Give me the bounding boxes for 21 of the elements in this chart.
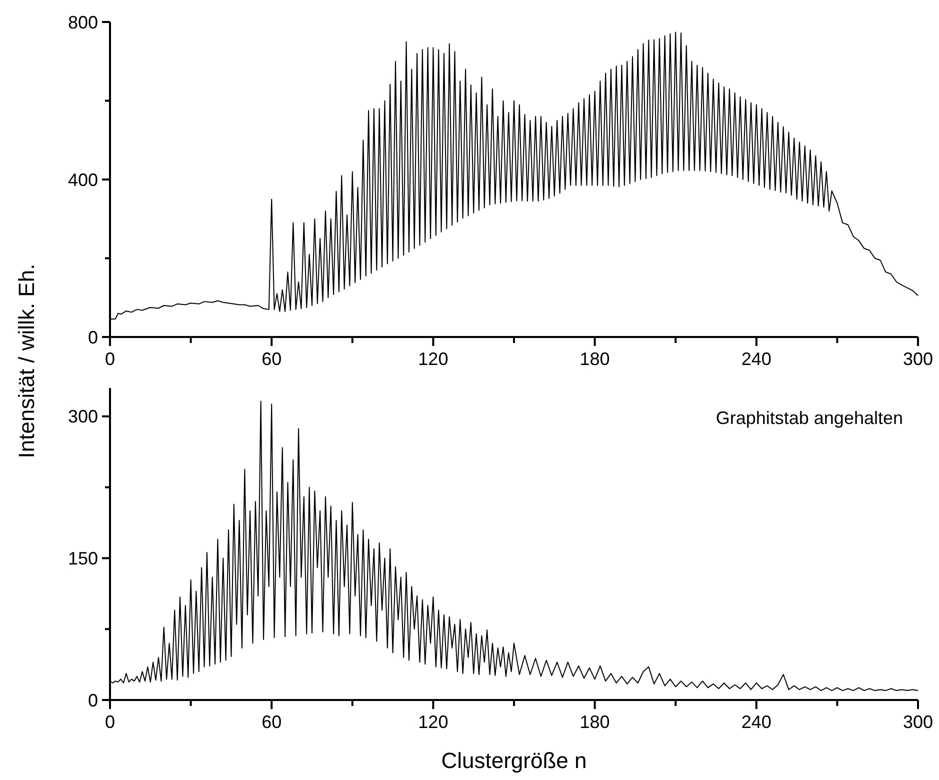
y-tick-label: 800 [68,12,98,32]
x-tick-label: 240 [741,712,772,732]
y-axis-title: Intensität / willk. Eh. [14,264,39,458]
y-tick-label: 0 [88,690,98,710]
x-tick-label: 120 [418,712,448,732]
x-tick-label: 180 [580,349,610,369]
y-tick-label: 150 [68,548,98,568]
y-tick-label: 0 [88,327,98,348]
x-axis-title: Clustergröße n [441,748,587,773]
annotation: Graphitstab angehalten [716,408,903,428]
x-tick-label: 0 [104,712,116,732]
y-tick-label: 400 [68,170,98,190]
x-tick-label: 0 [104,349,116,369]
x-tick-label: 180 [580,712,610,732]
x-tick-label: 300 [902,349,934,369]
x-tick-label: 120 [418,349,448,369]
x-tick-label: 300 [902,712,934,732]
x-tick-label: 60 [262,712,282,732]
x-tick-label: 240 [741,349,772,369]
x-tick-label: 60 [262,349,282,369]
y-tick-label: 300 [68,406,98,427]
